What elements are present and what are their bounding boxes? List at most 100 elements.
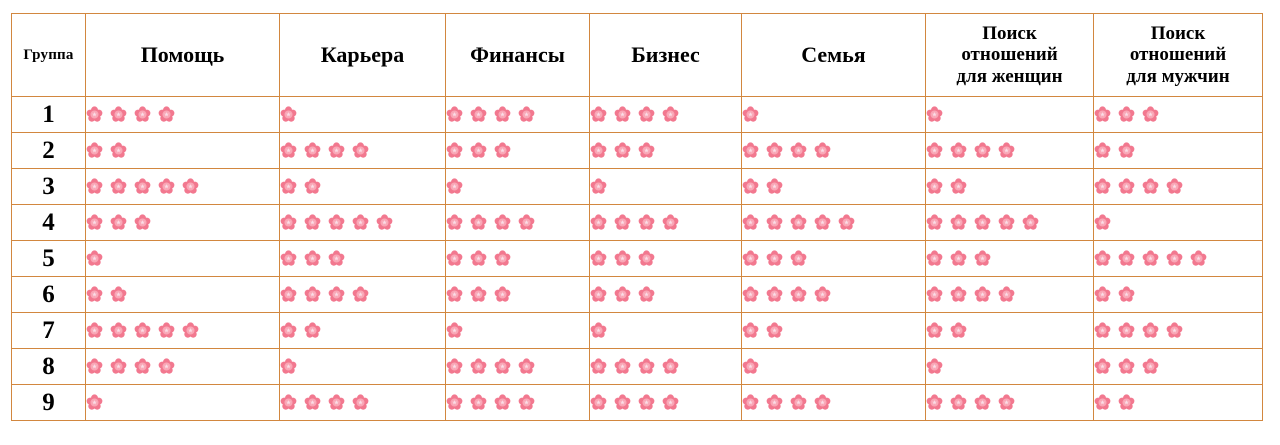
rating-cell-business (589, 204, 742, 241)
cherry-blossom-icon (446, 394, 463, 411)
cherry-blossom-icon (446, 286, 463, 303)
cherry-blossom-icon (790, 214, 807, 231)
cherry-blossom-icon (926, 358, 943, 375)
flower-group (742, 250, 925, 267)
cherry-blossom-icon (742, 250, 759, 267)
rating-cell-rel_men (1093, 312, 1263, 349)
cherry-blossom-icon (304, 142, 321, 159)
column-header-line: Семья (801, 41, 866, 67)
cherry-blossom-icon (742, 394, 759, 411)
rating-cell-rel_women (925, 96, 1094, 133)
flower-group (280, 250, 445, 267)
cherry-blossom-icon (280, 322, 297, 339)
cherry-blossom-icon (182, 178, 199, 195)
cherry-blossom-icon (1118, 178, 1135, 195)
rating-cell-business (589, 348, 742, 385)
flower-group (590, 106, 741, 123)
cherry-blossom-icon (280, 178, 297, 195)
flower-rating-table: Группа Помощь Карьера Финансы Бизнес Семья Пои… (11, 13, 1263, 421)
cherry-blossom-icon (446, 322, 463, 339)
cherry-blossom-icon (158, 106, 175, 123)
header-row: Группа Помощь Карьера Финансы Бизнес Семья Пои… (11, 13, 1263, 97)
cherry-blossom-icon (1166, 322, 1183, 339)
cherry-blossom-icon (1118, 394, 1135, 411)
cherry-blossom-icon (766, 178, 783, 195)
cherry-blossom-icon (814, 142, 831, 159)
cherry-blossom-icon (950, 250, 967, 267)
flower-group (446, 250, 589, 267)
cherry-blossom-icon (86, 322, 103, 339)
cherry-blossom-icon (926, 178, 943, 195)
cherry-blossom-icon (766, 142, 783, 159)
flower-group (446, 358, 589, 375)
flower-group (926, 250, 1093, 267)
flower-rating-table-container: Группа Помощь Карьера Финансы Бизнес Семья Пои… (11, 13, 1263, 421)
cherry-blossom-icon (470, 142, 487, 159)
cherry-blossom-icon (1118, 286, 1135, 303)
flower-group (926, 394, 1093, 411)
cherry-blossom-icon (328, 142, 345, 159)
column-header-line: Финансы (470, 41, 565, 67)
cherry-blossom-icon (926, 394, 943, 411)
rating-cell-finance (445, 204, 590, 241)
cherry-blossom-icon (998, 394, 1015, 411)
cherry-blossom-icon (352, 142, 369, 159)
cherry-blossom-icon (790, 250, 807, 267)
column-header-line: для мужчин (1126, 65, 1230, 87)
rating-cell-career (279, 204, 446, 241)
flower-group (742, 286, 925, 303)
cherry-blossom-icon (742, 322, 759, 339)
column-header-line: для женщин (956, 65, 1063, 87)
cherry-blossom-icon (494, 214, 511, 231)
cherry-blossom-icon (328, 394, 345, 411)
flower-group (280, 358, 445, 375)
flower-group (446, 142, 589, 159)
flower-group (446, 286, 589, 303)
cherry-blossom-icon (638, 250, 655, 267)
cherry-blossom-icon (1094, 250, 1111, 267)
flower-group (590, 178, 741, 195)
cherry-blossom-icon (838, 214, 855, 231)
cherry-blossom-icon (1118, 250, 1135, 267)
cherry-blossom-icon (86, 394, 103, 411)
cherry-blossom-icon (638, 358, 655, 375)
cherry-blossom-icon (742, 358, 759, 375)
column-header-help: Помощь (85, 13, 280, 97)
table-row: 7 (11, 312, 1263, 349)
cherry-blossom-icon (590, 322, 607, 339)
cherry-blossom-icon (926, 106, 943, 123)
cherry-blossom-icon (790, 286, 807, 303)
table-row: 5 (11, 240, 1263, 277)
cherry-blossom-icon (280, 286, 297, 303)
group-number-cell: 3 (11, 168, 86, 205)
flower-group (742, 178, 925, 195)
cherry-blossom-icon (974, 142, 991, 159)
cherry-blossom-icon (494, 358, 511, 375)
cherry-blossom-icon (590, 358, 607, 375)
cherry-blossom-icon (304, 214, 321, 231)
cherry-blossom-icon (742, 286, 759, 303)
flower-group (926, 142, 1093, 159)
flower-group (446, 106, 589, 123)
cherry-blossom-icon (352, 394, 369, 411)
rating-cell-finance (445, 132, 590, 169)
cherry-blossom-icon (470, 394, 487, 411)
rating-cell-rel_women (925, 240, 1094, 277)
flower-group (86, 214, 279, 231)
cherry-blossom-icon (1190, 250, 1207, 267)
cherry-blossom-icon (280, 106, 297, 123)
cherry-blossom-icon (110, 322, 127, 339)
flower-group (742, 214, 925, 231)
flower-group (590, 394, 741, 411)
cherry-blossom-icon (614, 358, 631, 375)
rating-cell-rel_women (925, 132, 1094, 169)
table-row: 1 (11, 96, 1263, 133)
cherry-blossom-icon (926, 142, 943, 159)
flower-group (280, 214, 445, 231)
cherry-blossom-icon (974, 286, 991, 303)
rating-cell-finance (445, 168, 590, 205)
cherry-blossom-icon (1094, 358, 1111, 375)
cherry-blossom-icon (1166, 250, 1183, 267)
rating-cell-rel_men (1093, 168, 1263, 205)
rating-cell-career (279, 348, 446, 385)
